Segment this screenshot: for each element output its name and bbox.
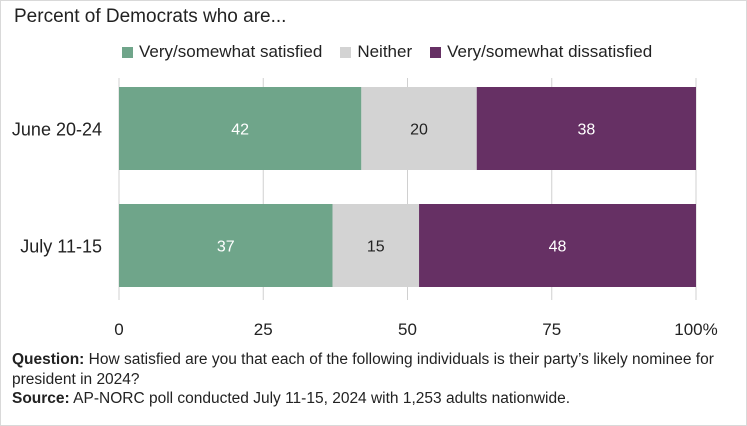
x-tick-label-3: 75 <box>542 320 561 339</box>
legend-swatch-neither <box>340 46 352 58</box>
legend-item-neither: Neither <box>340 42 412 62</box>
x-tick-label-2: 50 <box>398 320 417 339</box>
legend-label-satisfied: Very/somewhat satisfied <box>139 42 323 61</box>
legend-item-satisfied: Very/somewhat satisfied <box>122 42 322 62</box>
bar-segment-1-0 <box>119 204 333 287</box>
source-note: Source: AP-NORC poll conducted July 11-1… <box>12 389 734 409</box>
data-label-0-0: 42 <box>231 122 249 139</box>
bar-segment-1-1 <box>332 204 420 287</box>
legend-label-dissatisfied: Very/somewhat dissatisfied <box>447 42 653 61</box>
data-label-1-0: 37 <box>217 239 235 256</box>
chart-legend: Very/somewhat satisfied Neither Very/som… <box>122 42 670 62</box>
question-label: Question: <box>12 351 85 368</box>
legend-label-neither: Neither <box>357 42 413 61</box>
stacked-bar-chart: 42 20 38 June 20-24 37 15 48 July 11-15 0 25 50 75 1… <box>12 78 718 339</box>
data-label-1-1: 15 <box>367 239 385 256</box>
chart-notes: Question: How satisfied are you that eac… <box>12 350 734 409</box>
chart-subtitle: Percent of Democrats who are... <box>14 6 287 27</box>
category-label-1: July 11-15 <box>20 237 102 257</box>
data-label-0-1: 20 <box>410 122 428 139</box>
legend-swatch-satisfied <box>122 46 133 58</box>
x-tick-label-1: 25 <box>254 320 273 339</box>
bar-segment-0-2 <box>476 87 696 170</box>
bar-segment-1-2 <box>419 204 696 287</box>
data-label-1-2: 48 <box>549 239 567 256</box>
source-text: AP-NORC poll conducted July 11-15, 2024 … <box>69 390 571 407</box>
data-label-0-2: 38 <box>577 122 595 139</box>
x-tick-label-0: 0 <box>114 320 123 339</box>
question-note: Question: How satisfied are you that eac… <box>12 350 734 389</box>
legend-item-dissatisfied: Very/somewhat dissatisfied <box>430 42 652 62</box>
category-label-0: June 20-24 <box>12 120 102 140</box>
source-label: Source: <box>12 390 70 407</box>
question-text: How satisfied are you that each of the f… <box>12 351 714 388</box>
legend-swatch-dissatisfied <box>430 46 442 58</box>
bar-segment-0-1 <box>361 87 477 170</box>
x-tick-label-4: 100% <box>674 320 717 339</box>
bar-segment-0-0 <box>119 87 362 170</box>
